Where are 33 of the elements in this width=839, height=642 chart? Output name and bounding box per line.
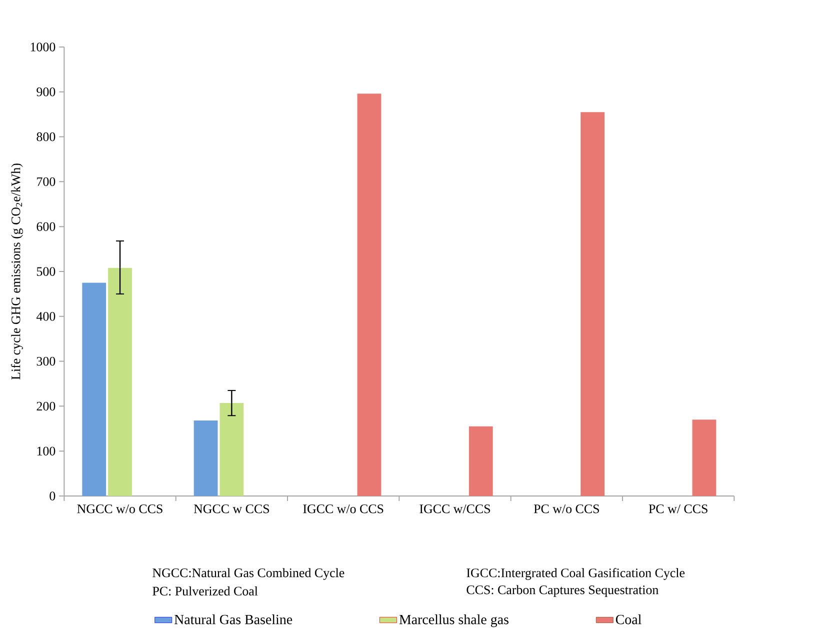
bar bbox=[357, 94, 382, 496]
y-tick-label: 1000 bbox=[30, 42, 56, 52]
y-tick-label: 600 bbox=[36, 222, 56, 231]
y-axis-title: Life cycle GHG emissions (g CO$_{2}$e/kWh) bbox=[10, 164, 23, 380]
y-tick-label: 200 bbox=[36, 402, 56, 411]
y-tick-label: 400 bbox=[36, 312, 56, 321]
bar bbox=[108, 268, 132, 496]
text: NGCC:Natural Gas Combined Cycle bbox=[152, 568, 344, 580]
legend-label: Natural Gas Baseline bbox=[174, 614, 292, 624]
legend-label: Coal bbox=[616, 614, 642, 624]
bar bbox=[194, 420, 218, 496]
x-tick-label: IGCC w/CCS bbox=[420, 504, 490, 514]
y-tick-label: 800 bbox=[36, 132, 56, 142]
y-tick-label: 900 bbox=[36, 88, 56, 96]
y-tick-label: 500 bbox=[36, 267, 56, 276]
x-tick-label: NGCC w CCS bbox=[194, 504, 270, 514]
text: IGCC:Intergrated Coal Gasification Cycle bbox=[466, 568, 685, 580]
bar bbox=[692, 420, 716, 496]
bar bbox=[580, 112, 605, 496]
bar bbox=[468, 426, 493, 496]
x-tick-label: NGCC w/o CCS bbox=[77, 504, 162, 514]
y-tick-label: 300 bbox=[36, 356, 56, 366]
legend-label: Marcellus shale gas bbox=[399, 614, 508, 628]
text: PC: Pulverized Coal bbox=[152, 586, 258, 596]
bar bbox=[220, 403, 244, 496]
text: CCS: Carbon Captures Sequestration bbox=[466, 585, 658, 597]
x-tick-label: PC w/o CCS bbox=[534, 504, 599, 514]
x-tick-label: IGCC w/o CCS bbox=[303, 504, 384, 514]
bar bbox=[82, 282, 106, 496]
x-tick-label: PC w/ CCS bbox=[648, 504, 708, 514]
y-tick-label: 700 bbox=[37, 177, 56, 186]
y-tick-label: 0 bbox=[50, 492, 56, 500]
y-tick-label: 100 bbox=[37, 446, 56, 456]
